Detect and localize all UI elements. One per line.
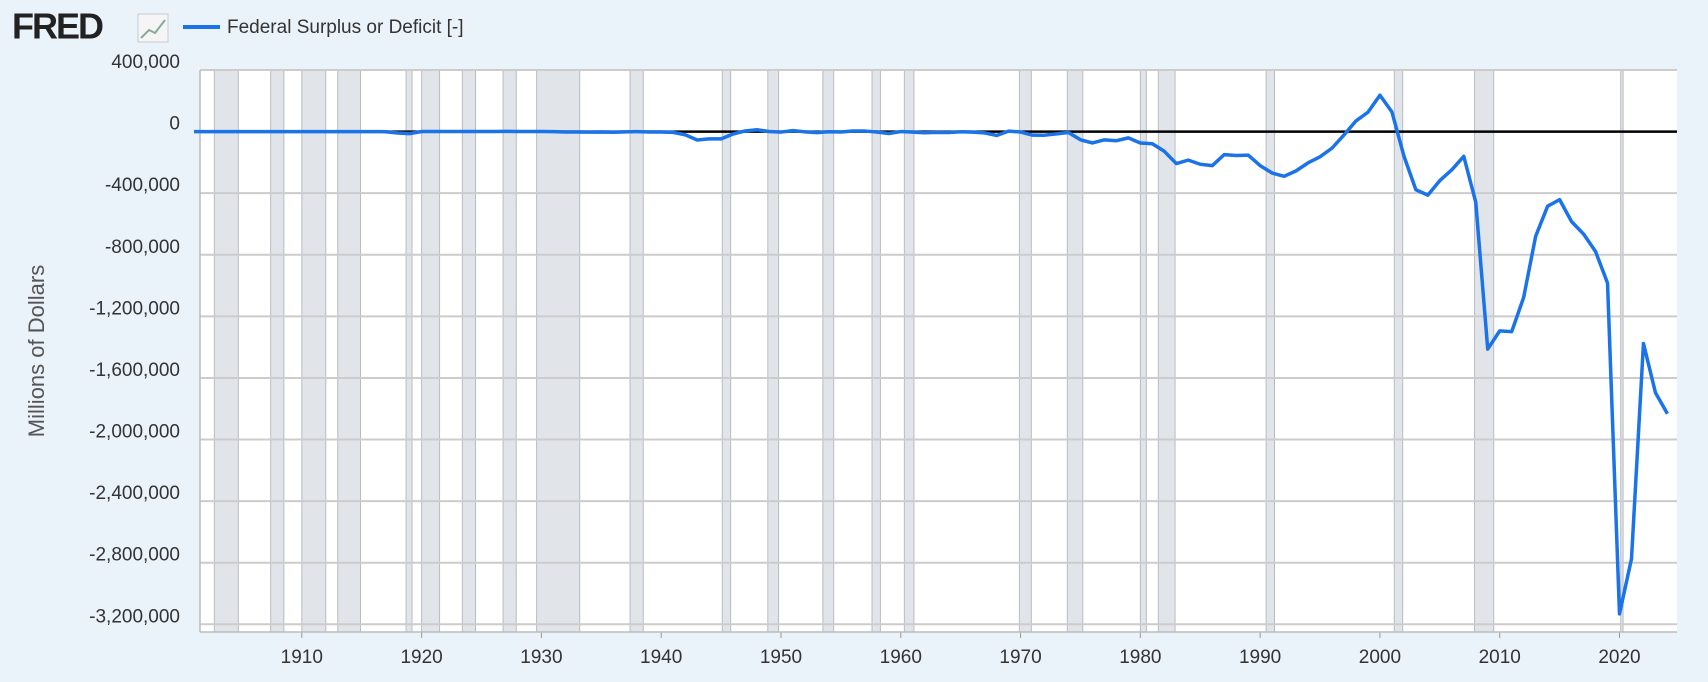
recession-band bbox=[721, 69, 732, 633]
recession-band bbox=[536, 69, 581, 633]
recession-band bbox=[1018, 69, 1032, 633]
x-tick-label: 1920 bbox=[400, 647, 442, 668]
recession-band bbox=[1393, 69, 1404, 633]
y-tick-label: -2,800,000 bbox=[89, 545, 180, 566]
y-tick-label: -400,000 bbox=[105, 175, 180, 196]
y-tick-label: -2,000,000 bbox=[89, 422, 180, 443]
x-tick-label: 1980 bbox=[1119, 647, 1161, 668]
y-tick-label: -2,400,000 bbox=[89, 483, 180, 504]
recession-band bbox=[871, 69, 881, 633]
x-tick-label: 1970 bbox=[999, 647, 1041, 668]
x-tick-label: 1910 bbox=[281, 647, 323, 668]
recession-band bbox=[1620, 69, 1624, 633]
y-tick-label: -1,200,000 bbox=[89, 298, 180, 319]
recession-band bbox=[1474, 69, 1495, 633]
y-tick-label: -800,000 bbox=[105, 237, 180, 258]
x-tick-label: 1930 bbox=[520, 647, 562, 668]
y-tick-label: -3,200,000 bbox=[89, 606, 180, 627]
recession-band bbox=[405, 69, 413, 633]
x-tick-label: 1960 bbox=[880, 647, 922, 668]
x-tick-label: 1940 bbox=[640, 647, 682, 668]
recession-band bbox=[270, 69, 285, 633]
logo-icon bbox=[137, 13, 169, 43]
x-tick-label: 1990 bbox=[1239, 647, 1281, 668]
recession-band bbox=[629, 69, 644, 633]
x-tick-label: 2010 bbox=[1479, 647, 1521, 668]
series-line bbox=[194, 93, 1669, 616]
y-tick-label: -1,600,000 bbox=[89, 360, 180, 381]
recession-band bbox=[1139, 69, 1147, 633]
legend-label: Federal Surplus or Deficit [-] bbox=[227, 17, 464, 38]
recession-band bbox=[822, 69, 835, 633]
recession-band bbox=[301, 69, 327, 633]
y-tick-label: 0 bbox=[169, 114, 180, 135]
recession-band bbox=[421, 69, 441, 633]
recession-band bbox=[213, 69, 239, 633]
recession-band bbox=[337, 69, 362, 633]
x-tick-label: 1950 bbox=[760, 647, 802, 668]
x-tick-label: 2000 bbox=[1359, 647, 1401, 668]
logo: FRED bbox=[12, 6, 103, 47]
recession-band bbox=[903, 69, 915, 633]
recession-band bbox=[461, 69, 477, 633]
y-axis-label: Millions of Dollars bbox=[24, 265, 49, 437]
recession-band bbox=[1265, 69, 1276, 633]
x-tick-label: 2020 bbox=[1598, 647, 1640, 668]
y-tick-label: 400,000 bbox=[111, 52, 180, 73]
plot-area bbox=[200, 70, 1677, 632]
recession-band bbox=[1066, 69, 1084, 633]
recession-band bbox=[502, 69, 517, 633]
recession-band bbox=[767, 69, 780, 633]
